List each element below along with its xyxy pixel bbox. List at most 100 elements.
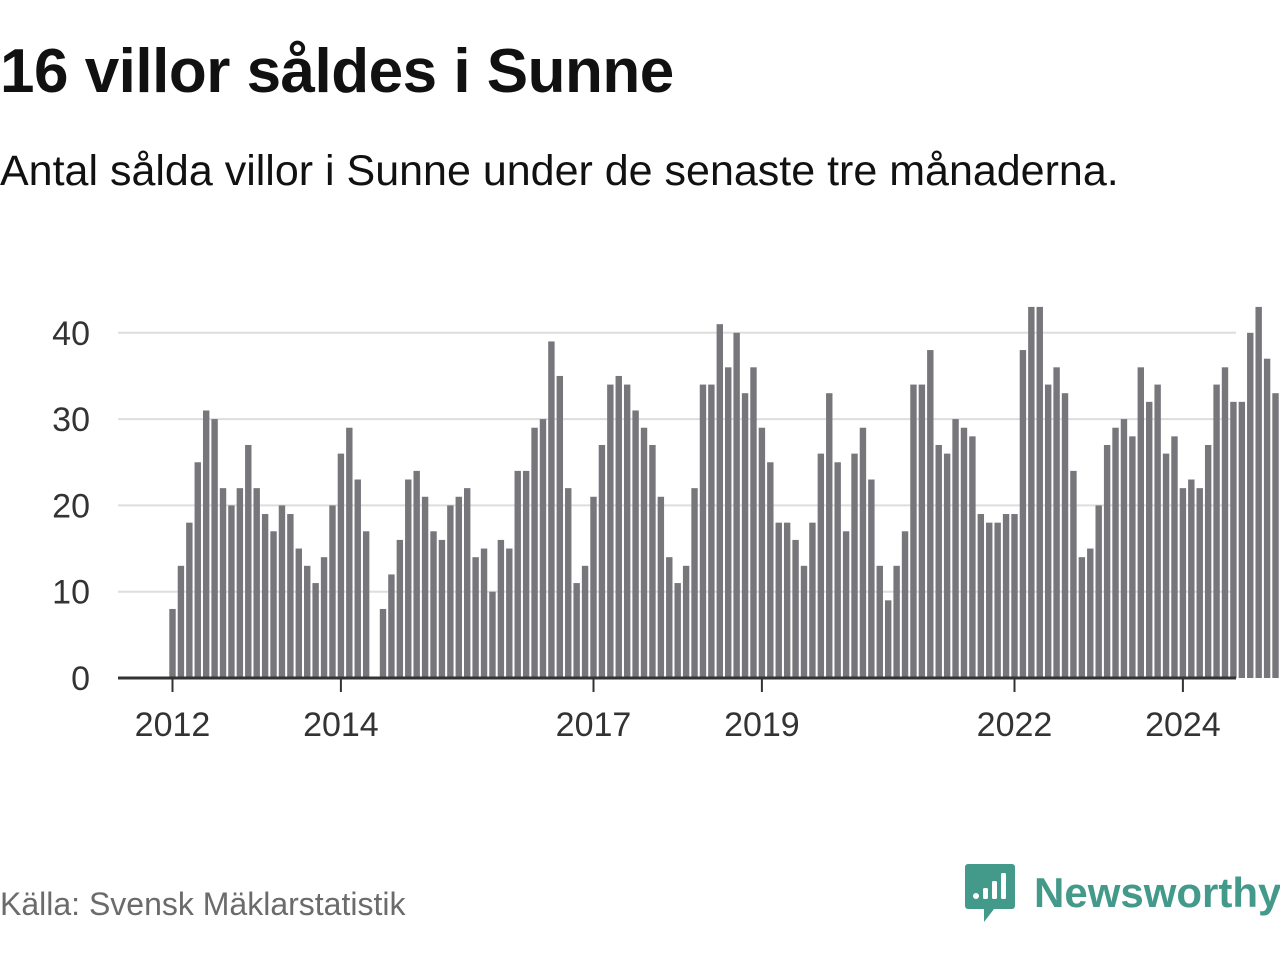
bar	[304, 565, 311, 678]
bar	[851, 453, 858, 678]
bar	[362, 531, 370, 678]
bar	[245, 444, 252, 678]
bar	[169, 608, 176, 678]
bar	[430, 531, 437, 678]
y-tick-label: 10	[52, 574, 90, 612]
chart-title: 16 villor såldes i Sunne	[0, 37, 674, 106]
bar	[455, 496, 462, 678]
bar	[994, 522, 1001, 678]
x-tick-label: 2014	[303, 706, 379, 744]
bar	[952, 419, 959, 678]
bar	[228, 505, 235, 678]
bar	[489, 591, 496, 678]
y-tick-label: 0	[71, 660, 90, 698]
bar	[320, 557, 328, 678]
x-tick-label: 2019	[724, 706, 800, 744]
bar	[1263, 358, 1271, 678]
bar	[918, 384, 926, 678]
bar	[691, 488, 698, 678]
bar	[1053, 367, 1060, 678]
bar	[758, 427, 766, 678]
bar	[405, 479, 412, 678]
bar	[1154, 384, 1161, 678]
y-axis-ticks: 0 10 20 30 40	[52, 315, 90, 698]
bar	[826, 393, 833, 678]
bar	[548, 341, 555, 678]
bar	[522, 470, 530, 678]
bar	[236, 488, 244, 678]
x-tick-label: 2024	[1145, 706, 1221, 744]
bar	[1028, 306, 1035, 678]
chart-bubble-icon	[965, 864, 1015, 922]
bar	[868, 479, 875, 678]
bar	[1011, 514, 1018, 678]
bar	[657, 496, 665, 678]
bar	[186, 522, 193, 678]
bar	[674, 583, 681, 678]
bar	[607, 384, 614, 678]
y-tick-label: 40	[52, 315, 90, 353]
bar	[632, 410, 639, 678]
bar	[1247, 332, 1254, 678]
bar	[885, 600, 892, 678]
bar	[438, 539, 446, 678]
bar	[834, 462, 841, 678]
bar	[792, 539, 799, 678]
gridlines	[118, 331, 1236, 593]
bar	[1036, 306, 1043, 678]
bar-series	[169, 306, 1279, 678]
bar	[927, 350, 934, 678]
bar	[287, 514, 294, 678]
bar	[1078, 557, 1086, 678]
bar	[464, 488, 471, 678]
bar	[590, 496, 597, 678]
source-text: Källa: Svensk Mäklarstatistik	[0, 886, 406, 922]
bar	[346, 427, 353, 678]
bar	[1146, 401, 1153, 678]
bar	[1255, 306, 1262, 678]
bar	[901, 531, 909, 678]
bar	[1230, 401, 1237, 678]
bar	[859, 427, 867, 678]
bar	[396, 539, 404, 678]
x-tick-label: 2012	[135, 706, 211, 744]
bar	[581, 565, 589, 678]
bar	[969, 436, 976, 678]
bar	[741, 393, 749, 678]
bar	[1221, 367, 1229, 678]
bar	[1238, 401, 1246, 678]
bar	[800, 565, 808, 678]
bar	[573, 583, 580, 678]
bar	[1120, 419, 1128, 678]
bar	[750, 367, 757, 678]
bar	[716, 324, 723, 678]
bar	[943, 453, 951, 678]
bar	[211, 419, 218, 678]
bar	[354, 479, 361, 678]
bar	[986, 522, 993, 678]
bar	[506, 548, 513, 678]
bar	[817, 453, 825, 678]
bar	[1019, 350, 1027, 678]
bar	[1103, 444, 1111, 678]
bar	[1204, 444, 1212, 678]
bar	[1112, 427, 1119, 678]
x-tick-label: 2017	[556, 706, 632, 744]
bar	[1129, 436, 1136, 678]
bar	[388, 574, 395, 678]
bar	[649, 444, 656, 678]
bar	[447, 505, 454, 678]
bar	[666, 557, 673, 678]
bar	[556, 375, 564, 678]
bar	[1272, 393, 1279, 678]
bar	[270, 531, 277, 678]
bar	[261, 514, 269, 678]
bar	[598, 444, 606, 678]
bar	[842, 531, 850, 678]
chart-subtitle: Antal sålda villor i Sunne under de sena…	[0, 147, 1119, 195]
bar	[977, 514, 985, 678]
bar	[278, 505, 286, 678]
bar	[202, 410, 210, 678]
bar	[775, 522, 782, 678]
bar	[1162, 453, 1170, 678]
